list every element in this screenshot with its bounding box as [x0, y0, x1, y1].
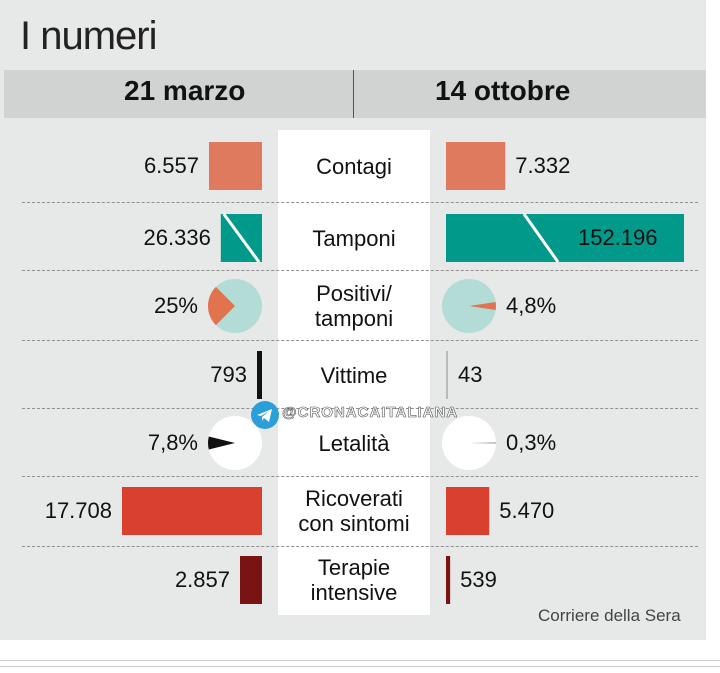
- right-date-header: 14 ottobre: [435, 75, 571, 106]
- telegram-icon: [251, 401, 279, 429]
- bar-left-vittime: [257, 351, 262, 399]
- row-label-contagi: Contagi: [316, 154, 392, 179]
- pie-right-positivi-slice: [469, 301, 496, 311]
- date-header-bar: [4, 70, 706, 118]
- pie-right-letalita-slice: [469, 442, 496, 444]
- value-left-vittime: 793: [210, 362, 247, 387]
- value-right-letalita: 0,3%: [506, 430, 557, 455]
- bar-right-ricoverati: [446, 487, 490, 535]
- bar-right-tamponi: [446, 214, 684, 262]
- value-left-ricoverati: 17.708: [44, 498, 112, 523]
- value-right-ricoverati: 5.470: [499, 498, 555, 523]
- bar-left-ricoverati: [122, 487, 262, 535]
- bar-right-vittime: [446, 351, 448, 399]
- tamponi-right-stripe: [522, 213, 560, 263]
- header-divider: [353, 70, 354, 118]
- pie-left-letalita-slice: [207, 436, 235, 450]
- page-title: I numeri: [20, 14, 157, 58]
- row-divider: [22, 476, 698, 477]
- value-right-terapie: 539: [460, 567, 497, 592]
- value-left-contagi: 6.557: [143, 153, 199, 178]
- bar-left-contagi: [209, 142, 262, 190]
- watermark-text: @CRONACAITALIANA: [282, 404, 459, 422]
- row-label-terapie: Terapie intensive: [310, 555, 398, 605]
- row-divider: [22, 270, 698, 271]
- footer-line: [0, 660, 720, 661]
- value-right-tamponi: 152.196: [578, 225, 658, 250]
- pie-left-positivi-slice: [207, 286, 235, 326]
- footer-line: [0, 666, 720, 667]
- row-label-positivi: Positivi/tamponi: [314, 281, 394, 331]
- tamponi-left-stripe: [222, 213, 261, 263]
- bar-right-terapie: [446, 556, 451, 604]
- value-left-tamponi: 26.336: [143, 225, 211, 250]
- value-left-positivi: 25%: [153, 293, 198, 318]
- row-label-vittime: Vittime: [320, 363, 388, 388]
- value-right-contagi: 7.332: [515, 153, 571, 178]
- value-right-vittime: 43: [458, 362, 483, 387]
- row-label-tamponi: Tamponi: [312, 226, 396, 251]
- bar-left-terapie: [240, 556, 262, 604]
- source-credit: Corriere della Sera: [538, 606, 681, 625]
- row-label-letalita: Letalità: [318, 431, 390, 456]
- left-date-header: 21 marzo: [124, 75, 246, 106]
- row-label-ricoverati: Ricoverati con sintomi: [298, 486, 410, 536]
- row-divider: [22, 202, 698, 203]
- row-divider: [22, 546, 698, 547]
- bar-right-contagi: [446, 142, 506, 190]
- value-right-positivi: 4,8%: [506, 293, 557, 318]
- value-left-letalita: 7,8%: [147, 430, 198, 455]
- row-divider: [22, 408, 698, 409]
- row-divider: [22, 340, 698, 341]
- value-left-terapie: 2.857: [174, 567, 230, 592]
- label-column: [278, 130, 430, 615]
